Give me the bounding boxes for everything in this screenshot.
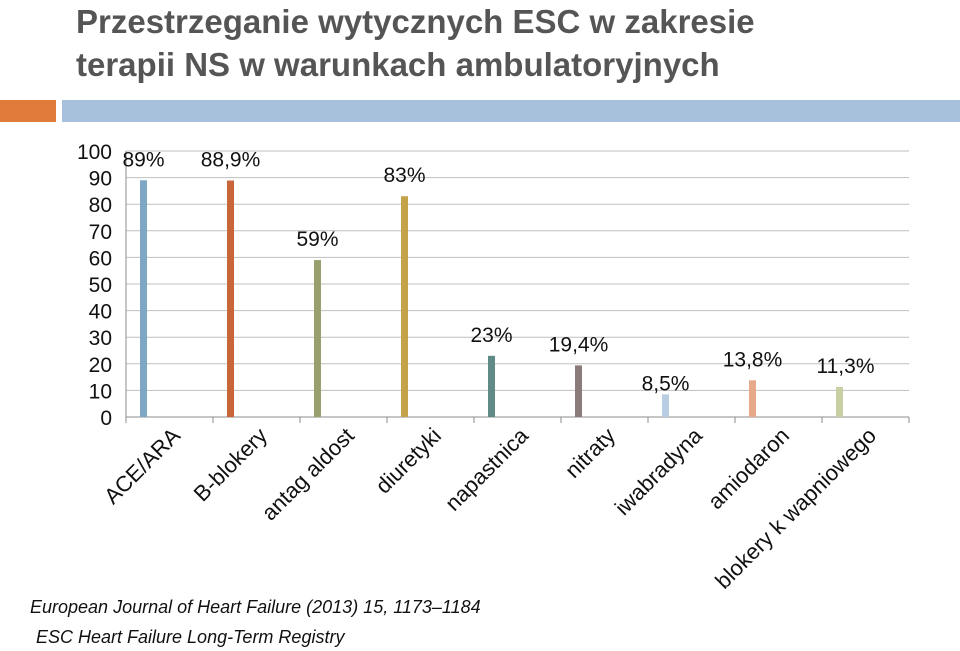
data-label: 83%	[383, 164, 425, 187]
title-line-1: Przestrzeganie wytycznych ESC w zakresie	[76, 3, 755, 40]
category-label: blokery k wapniowego	[710, 423, 881, 594]
title-line-2: terapii NS w warunkach ambulatoryjnych	[76, 46, 720, 83]
bar	[575, 365, 582, 417]
category-label: diuretyki	[370, 423, 446, 499]
data-label: 13,8%	[723, 348, 783, 371]
source-citation: European Journal of Heart Failure (2013)…	[30, 597, 481, 617]
source-registry: ESC Heart Failure Long-Term Registry	[36, 627, 345, 647]
data-label: 19,4%	[549, 333, 609, 356]
bar	[140, 180, 147, 417]
y-tick-label: 50	[89, 274, 112, 297]
category-label: amiodaron	[703, 423, 794, 514]
y-tick-label: 40	[89, 301, 112, 324]
y-tick-label: 30	[89, 327, 112, 350]
bar-chart: 0 10 20 30 40 50 60 70 80 90 100 89% ACE/ARA 88,9% B-b…	[77, 141, 910, 594]
slide-title: Przestrzeganie wytycznych ESC w zakresie…	[76, 0, 946, 86]
data-label: 88,9%	[201, 149, 261, 172]
bar	[662, 394, 669, 417]
y-tick-label: 20	[89, 354, 112, 377]
data-label: 89%	[122, 148, 164, 171]
y-tick-label: 70	[89, 221, 112, 244]
accent-bar-blue	[62, 100, 960, 122]
category-label: napastnica	[440, 422, 533, 515]
bar	[314, 260, 321, 417]
y-tick-label: 90	[89, 168, 112, 191]
bar	[227, 180, 234, 417]
data-label: 23%	[470, 324, 512, 347]
bar	[836, 386, 843, 417]
y-tick-label: 100	[77, 141, 112, 164]
category-label: nitraty	[560, 423, 620, 483]
data-label: 59%	[296, 228, 338, 251]
category-label: B-blokery	[189, 423, 272, 506]
y-tick-label: 0	[100, 407, 112, 430]
category-label: ACE/ARA	[99, 423, 185, 509]
y-tick-label: 60	[89, 247, 112, 270]
bar	[488, 355, 495, 417]
category-label: antag aldost	[257, 423, 359, 525]
y-tick-label: 10	[89, 380, 112, 403]
data-label: 8,5%	[642, 372, 690, 395]
bar	[401, 196, 408, 417]
accent-bar-orange	[0, 100, 56, 122]
bar	[749, 380, 756, 417]
data-label: 11,3%	[817, 355, 875, 378]
category-label: iwabradyna	[610, 422, 708, 520]
y-tick-label: 80	[89, 194, 112, 217]
